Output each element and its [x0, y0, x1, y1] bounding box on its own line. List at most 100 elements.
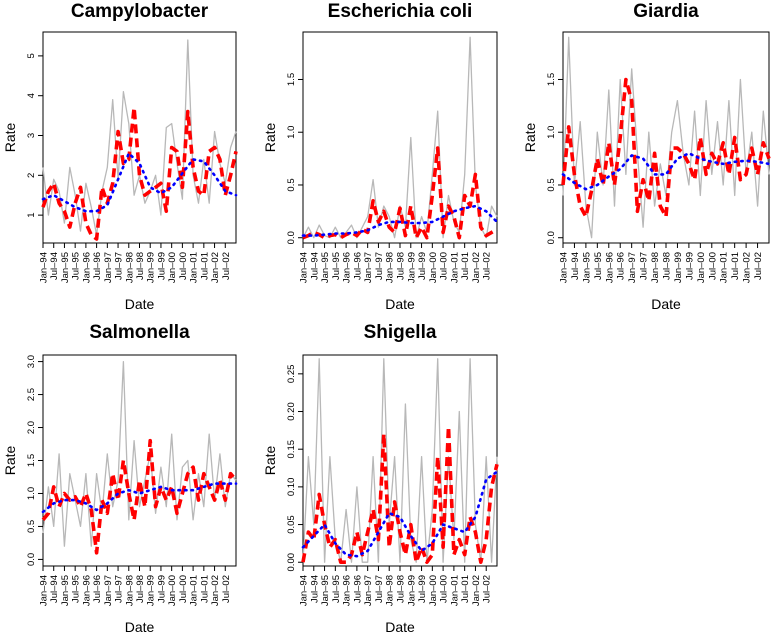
- y-axis-label: Rate: [2, 123, 18, 153]
- y-tick-label: 1.5: [26, 454, 37, 467]
- x-tick-label: Jan–01: [449, 252, 460, 283]
- x-tick-label: Jul–98: [396, 575, 407, 603]
- x-tick-label: Jan–98: [385, 252, 396, 283]
- x-tick-label: Jan–95: [60, 252, 71, 283]
- chart-title: Shigella: [364, 322, 437, 343]
- x-tick-label: Jan–97: [103, 252, 114, 283]
- x-tick-label: Jul–00: [439, 575, 450, 603]
- x-tick-label: Jul–95: [331, 575, 342, 603]
- y-tick-label: 0.5: [26, 520, 37, 533]
- x-tick-label: Jul–97: [374, 575, 385, 603]
- series-observed-line: [302, 36, 498, 239]
- x-tick-label: Jul–94: [309, 575, 320, 603]
- chart-title: Salmonella: [89, 322, 190, 343]
- x-tick-label: Jan–94: [299, 575, 310, 606]
- x-tick-label: Jul–02: [221, 252, 232, 280]
- x-tick-label: Jul–96: [92, 575, 103, 603]
- series-trend-line: [41, 482, 238, 514]
- x-tick-label: Jan–96: [342, 252, 353, 283]
- x-tick-label: Jan–01: [189, 575, 200, 606]
- x-tick-label: Jul–95: [331, 252, 342, 280]
- y-tick-label: 0.0: [546, 231, 557, 244]
- series-observed-line: [42, 360, 237, 547]
- series-fitted-line: [302, 146, 498, 240]
- x-tick-label: Jan–95: [320, 575, 331, 606]
- series-fitted-line: [41, 105, 238, 241]
- x-tick-label: Jan–96: [81, 252, 92, 283]
- series-trend-line: [301, 470, 499, 558]
- x-tick-label: Jul–02: [482, 252, 493, 280]
- x-tick-label: Jul–02: [753, 252, 764, 280]
- x-tick-label: Jul–01: [460, 252, 471, 280]
- x-tick-label: Jul–99: [156, 575, 167, 603]
- x-tick-label: Jan–97: [363, 575, 374, 606]
- x-tick-label: Jan–02: [471, 252, 482, 283]
- y-tick-label: 1: [26, 212, 37, 217]
- x-tick-label: Jul–01: [199, 252, 210, 280]
- x-tick-label: Jan–00: [696, 252, 707, 283]
- x-tick-label: Jan–96: [604, 252, 615, 283]
- x-tick-label: Jan–99: [146, 252, 157, 283]
- x-tick-label: Jul–94: [309, 252, 320, 280]
- x-tick-label: Jan–99: [673, 252, 684, 283]
- x-tick-label: Jan–99: [406, 252, 417, 283]
- x-tick-label: Jul–96: [352, 575, 363, 603]
- x-tick-label: Jan–98: [124, 575, 135, 606]
- x-tick-label: Jul–94: [49, 252, 60, 280]
- x-tick-label: Jan–01: [189, 252, 200, 283]
- x-tick-label: Jan–00: [428, 575, 439, 606]
- y-tick-label: 0.5: [546, 178, 557, 191]
- x-tick-label: Jan–94: [299, 252, 310, 283]
- x-tick-label: Jul–94: [49, 575, 60, 603]
- x-tick-label: Jul–00: [178, 575, 189, 603]
- x-tick-label: Jan–96: [342, 575, 353, 606]
- x-tick-label: Jul–98: [135, 575, 146, 603]
- x-tick-label: Jan–02: [210, 575, 221, 606]
- x-axis-label: Date: [125, 619, 155, 633]
- y-tick-label: 2.0: [26, 421, 37, 434]
- x-tick-label: Jan–00: [167, 252, 178, 283]
- y-tick-label: 2.5: [26, 388, 37, 401]
- x-tick-label: Jul–00: [439, 252, 450, 280]
- y-tick-label: 4: [26, 93, 37, 98]
- y-tick-label: 1.0: [26, 487, 37, 500]
- x-tick-label: Jul–96: [352, 252, 363, 280]
- x-tick-label: Jan–94: [39, 575, 50, 606]
- y-axis-label: Rate: [2, 446, 18, 476]
- x-tick-label: Jan–97: [627, 252, 638, 283]
- x-tick-label: Jul–99: [417, 252, 428, 280]
- x-tick-label: Jul–95: [71, 575, 82, 603]
- x-tick-label: Jan–02: [471, 575, 482, 606]
- x-tick-label: Jan–00: [167, 575, 178, 606]
- x-tick-label: Jan–98: [385, 575, 396, 606]
- x-tick-label: Jan–01: [719, 252, 730, 283]
- x-tick-label: Jul–94: [570, 252, 581, 280]
- x-tick-label: Jul–97: [639, 252, 650, 280]
- x-tick-label: Jul–95: [593, 252, 604, 280]
- x-tick-label: Jul–95: [71, 252, 82, 280]
- y-tick-label: 3: [26, 133, 37, 138]
- y-axis-label: Rate: [522, 123, 538, 153]
- x-tick-label: Jul–99: [156, 252, 167, 280]
- x-tick-label: Jul–98: [662, 252, 673, 280]
- series-fitted-line: [561, 77, 771, 219]
- y-tick-label: 0.00: [286, 553, 297, 572]
- y-axis-label: Rate: [262, 446, 278, 476]
- x-tick-label: Jul–98: [135, 252, 146, 280]
- x-tick-label: Jul–00: [178, 252, 189, 280]
- x-tick-label: Jan–01: [449, 575, 460, 606]
- x-tick-label: Jan–98: [650, 252, 661, 283]
- x-tick-label: Jan–97: [363, 252, 374, 283]
- x-tick-label: Jul–02: [221, 575, 232, 603]
- x-tick-label: Jan–00: [428, 252, 439, 283]
- x-tick-label: Jan–95: [60, 575, 71, 606]
- y-tick-label: 0.0: [26, 553, 37, 566]
- x-tick-label: Jul–99: [684, 252, 695, 280]
- y-tick-label: 0.05: [286, 515, 297, 534]
- y-tick-label: 0.15: [286, 440, 297, 459]
- x-tick-label: Jul–01: [460, 575, 471, 603]
